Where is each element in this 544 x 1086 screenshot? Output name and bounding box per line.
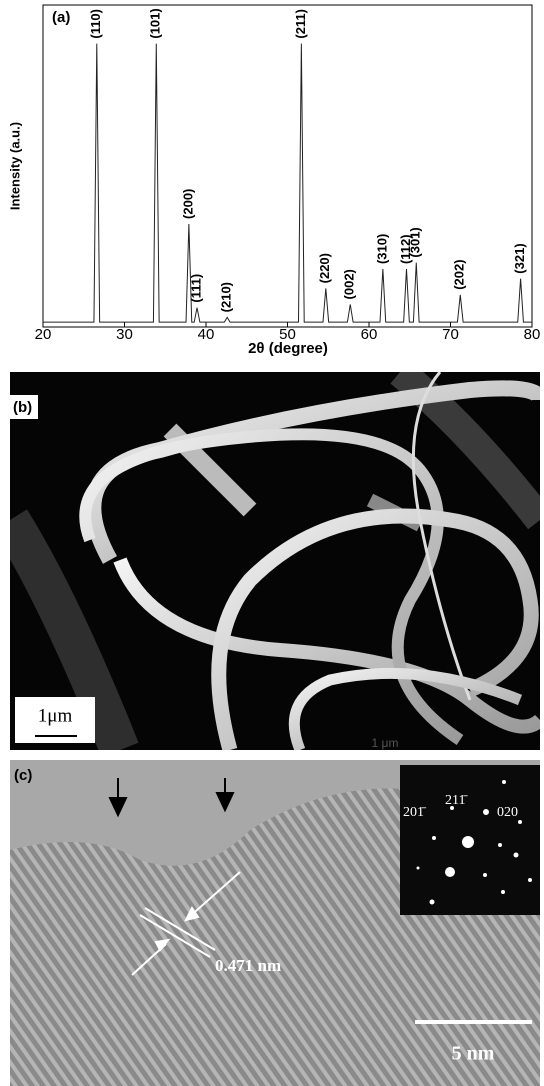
panel-label: (a) xyxy=(52,9,70,26)
spot-label: 211̄ xyxy=(445,793,468,808)
x-tick-label: 70 xyxy=(442,326,459,343)
peak-label: (200) xyxy=(180,189,195,219)
peak-label: (202) xyxy=(452,259,467,289)
panel-label: (b) xyxy=(13,399,32,416)
peak-label: (210) xyxy=(219,282,234,312)
peak-label: (310) xyxy=(374,234,389,264)
scale-bar-label: 1μm xyxy=(38,705,73,726)
scale-bar-label: 5 nm xyxy=(452,1043,495,1065)
peak-label: (211) xyxy=(293,9,308,39)
peak-label: (301) xyxy=(408,227,423,257)
x-tick-label: 40 xyxy=(198,326,215,343)
panel-label: (c) xyxy=(14,767,32,784)
y-axis-title: Intensity (a.u.) xyxy=(7,122,22,210)
spot-label: 020 xyxy=(497,805,518,820)
figure: (a) 2θ (degree) Intensity (a.u.) 2030405… xyxy=(0,0,544,1086)
spacing-label: 0.471 nm xyxy=(215,956,281,975)
peak-label: (111) xyxy=(188,274,203,303)
x-tick-label: 60 xyxy=(361,326,378,343)
peak-label: (110) xyxy=(88,9,103,39)
x-tick-label: 80 xyxy=(524,326,541,343)
faint-caption: 1 μm xyxy=(372,736,399,750)
peak-label: (220) xyxy=(317,253,332,283)
peak-label: (321) xyxy=(512,243,527,273)
spot-label: 201̄ xyxy=(403,805,427,820)
sem-image xyxy=(10,372,540,750)
peak-label: (101) xyxy=(148,8,163,38)
peak-label: (002) xyxy=(342,269,357,299)
x-tick-label: 30 xyxy=(116,326,133,343)
x-tick-label: 50 xyxy=(279,326,296,343)
x-tick-label: 20 xyxy=(35,326,52,343)
